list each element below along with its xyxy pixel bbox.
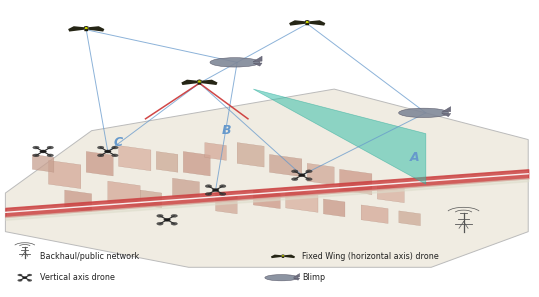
Ellipse shape bbox=[171, 222, 177, 225]
Polygon shape bbox=[86, 151, 113, 176]
Ellipse shape bbox=[33, 154, 39, 157]
Ellipse shape bbox=[27, 279, 32, 281]
Polygon shape bbox=[68, 26, 85, 31]
Ellipse shape bbox=[292, 170, 298, 173]
Ellipse shape bbox=[205, 192, 212, 195]
Polygon shape bbox=[156, 151, 178, 172]
Ellipse shape bbox=[112, 146, 118, 149]
Ellipse shape bbox=[18, 274, 22, 276]
Ellipse shape bbox=[212, 189, 219, 192]
Polygon shape bbox=[253, 56, 262, 62]
Polygon shape bbox=[309, 20, 326, 26]
Ellipse shape bbox=[18, 279, 22, 281]
Polygon shape bbox=[119, 146, 151, 171]
Polygon shape bbox=[307, 163, 334, 185]
Ellipse shape bbox=[306, 178, 312, 181]
Polygon shape bbox=[205, 143, 226, 160]
Polygon shape bbox=[253, 63, 262, 66]
Polygon shape bbox=[198, 80, 201, 83]
Polygon shape bbox=[253, 190, 280, 208]
Polygon shape bbox=[85, 27, 88, 29]
Polygon shape bbox=[377, 184, 404, 203]
Ellipse shape bbox=[157, 222, 163, 225]
Polygon shape bbox=[183, 151, 210, 176]
Polygon shape bbox=[88, 26, 105, 31]
Ellipse shape bbox=[219, 192, 226, 195]
Ellipse shape bbox=[33, 146, 39, 149]
Polygon shape bbox=[237, 143, 264, 167]
Ellipse shape bbox=[171, 214, 177, 217]
Ellipse shape bbox=[98, 146, 104, 149]
Text: B: B bbox=[222, 124, 231, 137]
Polygon shape bbox=[181, 80, 198, 85]
Text: A: A bbox=[410, 151, 420, 164]
Text: Fixed Wing (horizontal axis) drone: Fixed Wing (horizontal axis) drone bbox=[302, 252, 439, 261]
Ellipse shape bbox=[399, 108, 448, 118]
Ellipse shape bbox=[23, 277, 27, 279]
Polygon shape bbox=[271, 255, 282, 258]
Polygon shape bbox=[289, 20, 306, 26]
Ellipse shape bbox=[210, 58, 260, 67]
Ellipse shape bbox=[157, 214, 163, 217]
Text: Backhaul/public network: Backhaul/public network bbox=[40, 252, 140, 261]
Ellipse shape bbox=[40, 150, 46, 153]
Ellipse shape bbox=[164, 218, 170, 221]
Text: C: C bbox=[114, 136, 123, 149]
Ellipse shape bbox=[306, 170, 312, 173]
Polygon shape bbox=[282, 255, 284, 257]
Polygon shape bbox=[253, 89, 426, 184]
Polygon shape bbox=[284, 255, 295, 258]
Polygon shape bbox=[216, 193, 237, 214]
Polygon shape bbox=[323, 199, 345, 217]
Ellipse shape bbox=[47, 154, 53, 157]
Ellipse shape bbox=[105, 150, 111, 153]
Polygon shape bbox=[140, 190, 162, 208]
Polygon shape bbox=[108, 181, 140, 206]
Polygon shape bbox=[84, 26, 88, 31]
Polygon shape bbox=[281, 255, 285, 258]
Polygon shape bbox=[306, 21, 309, 23]
Polygon shape bbox=[361, 205, 388, 224]
Ellipse shape bbox=[27, 274, 32, 276]
Polygon shape bbox=[172, 178, 199, 200]
Polygon shape bbox=[201, 80, 218, 85]
Ellipse shape bbox=[98, 154, 104, 157]
Ellipse shape bbox=[299, 174, 305, 177]
Polygon shape bbox=[270, 154, 302, 177]
Ellipse shape bbox=[47, 146, 53, 149]
Ellipse shape bbox=[265, 274, 298, 281]
Polygon shape bbox=[32, 154, 54, 172]
Polygon shape bbox=[294, 274, 300, 277]
Ellipse shape bbox=[112, 154, 118, 157]
Text: Blimp: Blimp bbox=[302, 273, 325, 282]
Polygon shape bbox=[294, 278, 300, 280]
Polygon shape bbox=[286, 190, 318, 212]
Polygon shape bbox=[49, 160, 81, 189]
Polygon shape bbox=[65, 190, 92, 212]
Ellipse shape bbox=[205, 185, 212, 188]
Ellipse shape bbox=[219, 185, 226, 188]
Polygon shape bbox=[441, 107, 451, 112]
Polygon shape bbox=[340, 169, 372, 195]
Ellipse shape bbox=[292, 178, 298, 181]
Polygon shape bbox=[305, 20, 309, 25]
Polygon shape bbox=[441, 113, 451, 117]
Polygon shape bbox=[399, 211, 420, 226]
Polygon shape bbox=[5, 89, 528, 267]
Text: Vertical axis drone: Vertical axis drone bbox=[40, 273, 115, 282]
Polygon shape bbox=[197, 79, 202, 85]
